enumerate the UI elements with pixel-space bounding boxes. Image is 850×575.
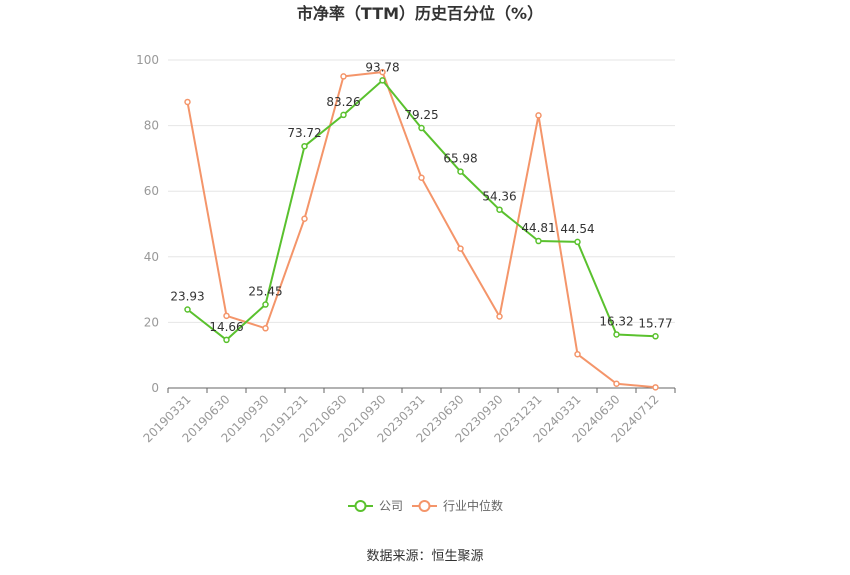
legend-item-1[interactable]: 行业中位数	[412, 498, 503, 513]
y-tick-label: 40	[144, 250, 159, 264]
legend-label: 行业中位数	[443, 498, 503, 513]
data-point	[184, 306, 191, 313]
data-point	[574, 238, 581, 246]
y-axis: 0 20 40 60 80 100	[136, 53, 159, 395]
data-point	[652, 384, 659, 391]
data-point	[262, 325, 269, 332]
data-point	[262, 301, 269, 308]
data-point	[613, 380, 620, 387]
data-label: 14.66	[209, 320, 243, 334]
data-label: 93.78	[365, 60, 399, 74]
y-tick-label: 60	[144, 184, 159, 198]
data-label: 79.25	[404, 108, 438, 122]
data-label: 83.26	[326, 95, 360, 109]
data-point	[457, 245, 464, 252]
data-label: 54.36	[482, 190, 516, 204]
y-tick-label: 0	[151, 381, 159, 395]
data-point	[379, 68, 386, 76]
data-point	[223, 312, 230, 320]
data-point	[418, 174, 425, 182]
data-point	[613, 331, 620, 338]
data-point	[652, 333, 659, 340]
data-point	[535, 112, 542, 119]
data-point	[223, 336, 230, 344]
data-label: 44.54	[560, 222, 594, 236]
data-point	[496, 206, 503, 213]
x-axis: 2019033120190630201909302019123120210630…	[141, 387, 676, 445]
legend-marker	[418, 500, 431, 512]
data-label: 16.32	[599, 314, 633, 328]
y-tick-label: 80	[144, 119, 159, 133]
data-point	[418, 124, 425, 132]
data-point	[301, 142, 308, 150]
data-label: 25.45	[248, 285, 282, 299]
data-label: 44.81	[521, 221, 555, 235]
data-point	[340, 73, 347, 80]
data-point	[496, 313, 503, 320]
data-labels: 23.93 14.66 25.45 73.72 83.26 93.78 79.25 65.98…	[170, 60, 672, 334]
data-label: 23.93	[170, 290, 204, 304]
data-label: 65.98	[443, 152, 477, 166]
source-note: 数据来源：恒生聚源	[366, 549, 483, 564]
y-tick-label: 100	[136, 53, 159, 67]
data-point	[301, 215, 308, 223]
data-point	[379, 77, 386, 84]
data-point	[535, 237, 542, 245]
series-layer	[184, 68, 659, 391]
data-point	[574, 350, 581, 358]
data-point	[340, 111, 347, 119]
data-point	[184, 98, 191, 106]
data-point	[457, 168, 464, 175]
grid	[168, 59, 675, 323]
y-tick-label: 20	[144, 315, 159, 329]
data-label: 15.77	[638, 316, 672, 330]
chart-title: 市净率（TTM）历史百分位（%）	[297, 4, 543, 23]
data-label: 73.72	[287, 126, 321, 140]
legend-marker	[354, 500, 367, 512]
legend[interactable]: 公司 行业中位数	[348, 498, 503, 513]
legend-item-0[interactable]: 公司	[348, 499, 403, 513]
legend-label: 公司	[379, 499, 403, 513]
